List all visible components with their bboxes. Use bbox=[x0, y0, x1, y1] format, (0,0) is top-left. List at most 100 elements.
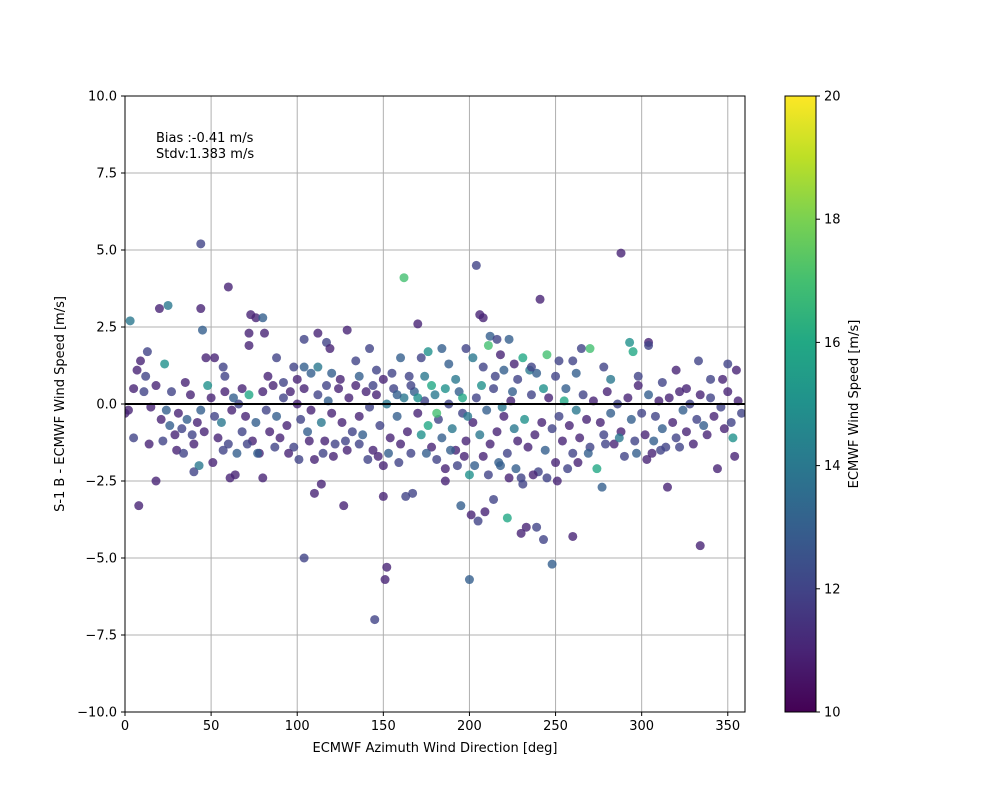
data-point bbox=[196, 304, 206, 314]
data-point bbox=[203, 381, 213, 391]
data-point bbox=[432, 408, 442, 418]
data-point bbox=[582, 414, 592, 424]
y-tick-label: −5.0 bbox=[85, 552, 117, 567]
data-point bbox=[327, 408, 337, 418]
data-point bbox=[316, 479, 326, 489]
data-point bbox=[521, 522, 531, 532]
data-point bbox=[375, 421, 385, 431]
y-tick-label: −10.0 bbox=[77, 706, 117, 721]
data-point bbox=[189, 439, 199, 449]
data-point bbox=[368, 381, 378, 391]
data-point bbox=[327, 368, 337, 378]
data-point bbox=[480, 507, 490, 517]
data-point bbox=[258, 387, 268, 397]
data-point bbox=[478, 451, 488, 461]
data-point bbox=[382, 562, 392, 572]
data-point bbox=[272, 411, 282, 421]
data-point bbox=[644, 390, 654, 400]
y-tick-label: 2.5 bbox=[96, 321, 117, 336]
data-point bbox=[354, 371, 364, 381]
data-point bbox=[210, 411, 220, 421]
data-point bbox=[728, 433, 738, 443]
data-point bbox=[427, 442, 437, 452]
annotation-bias: Bias :-0.41 m/s bbox=[156, 131, 254, 146]
data-point bbox=[361, 387, 371, 397]
x-tick-label: 100 bbox=[285, 719, 310, 734]
data-point bbox=[244, 328, 254, 338]
data-point bbox=[723, 359, 733, 369]
data-point bbox=[692, 414, 702, 424]
data-point bbox=[471, 260, 481, 270]
data-point bbox=[539, 535, 548, 545]
data-point bbox=[709, 411, 719, 421]
data-point bbox=[557, 436, 567, 446]
data-point bbox=[518, 353, 528, 363]
data-point bbox=[416, 353, 426, 363]
data-point bbox=[478, 362, 488, 372]
data-point bbox=[606, 374, 616, 384]
data-point bbox=[244, 390, 254, 400]
data-point bbox=[657, 377, 667, 387]
data-point bbox=[702, 430, 712, 440]
data-point bbox=[189, 467, 199, 477]
data-point bbox=[196, 239, 206, 249]
colorbar-tick-label: 18 bbox=[824, 213, 841, 228]
data-point bbox=[485, 439, 495, 449]
data-point bbox=[303, 427, 313, 437]
data-point bbox=[504, 473, 514, 483]
data-point bbox=[471, 393, 481, 403]
data-point bbox=[399, 393, 409, 403]
data-point bbox=[485, 331, 495, 341]
data-point bbox=[285, 387, 295, 397]
annotation-stdv: Stdv:1.383 m/s bbox=[156, 147, 254, 162]
data-point bbox=[668, 417, 678, 427]
colorbar: 10 12 14 16 18 20 ECMWF Wind Speed [m/s] bbox=[784, 90, 862, 721]
data-point bbox=[464, 575, 474, 585]
data-point bbox=[532, 368, 542, 378]
data-point bbox=[544, 393, 554, 403]
data-point bbox=[440, 384, 450, 394]
data-point bbox=[663, 482, 672, 492]
data-point bbox=[325, 344, 335, 354]
data-point bbox=[568, 356, 578, 366]
data-point bbox=[177, 424, 187, 434]
data-point bbox=[633, 381, 643, 391]
data-point bbox=[401, 491, 411, 501]
data-point bbox=[156, 414, 166, 424]
data-point bbox=[526, 362, 536, 372]
data-point bbox=[342, 325, 352, 335]
data-point bbox=[530, 430, 540, 440]
data-point bbox=[182, 414, 192, 424]
data-point bbox=[625, 337, 635, 347]
data-point bbox=[532, 522, 542, 532]
data-point bbox=[432, 454, 442, 464]
data-point bbox=[194, 461, 204, 471]
data-point bbox=[542, 473, 552, 483]
data-point bbox=[547, 424, 557, 434]
data-point bbox=[160, 359, 170, 369]
data-point bbox=[502, 513, 512, 523]
data-point bbox=[141, 371, 151, 381]
data-point bbox=[196, 405, 206, 415]
data-point bbox=[199, 427, 209, 437]
data-point bbox=[421, 448, 431, 458]
data-point bbox=[694, 356, 703, 366]
data-point bbox=[220, 371, 230, 381]
data-point bbox=[163, 300, 173, 310]
data-point bbox=[316, 417, 326, 427]
data-point bbox=[387, 368, 397, 378]
data-point bbox=[492, 334, 502, 344]
data-point bbox=[542, 350, 552, 360]
data-point bbox=[306, 368, 316, 378]
data-point bbox=[681, 427, 691, 437]
data-point bbox=[478, 313, 488, 323]
data-point bbox=[223, 282, 233, 292]
data-point bbox=[284, 448, 294, 458]
data-point bbox=[278, 393, 288, 403]
data-point bbox=[602, 387, 612, 397]
data-point bbox=[499, 411, 509, 421]
data-point bbox=[575, 433, 585, 443]
y-tick-label: −2.5 bbox=[85, 475, 117, 490]
data-point bbox=[322, 381, 331, 391]
data-point bbox=[551, 458, 561, 468]
